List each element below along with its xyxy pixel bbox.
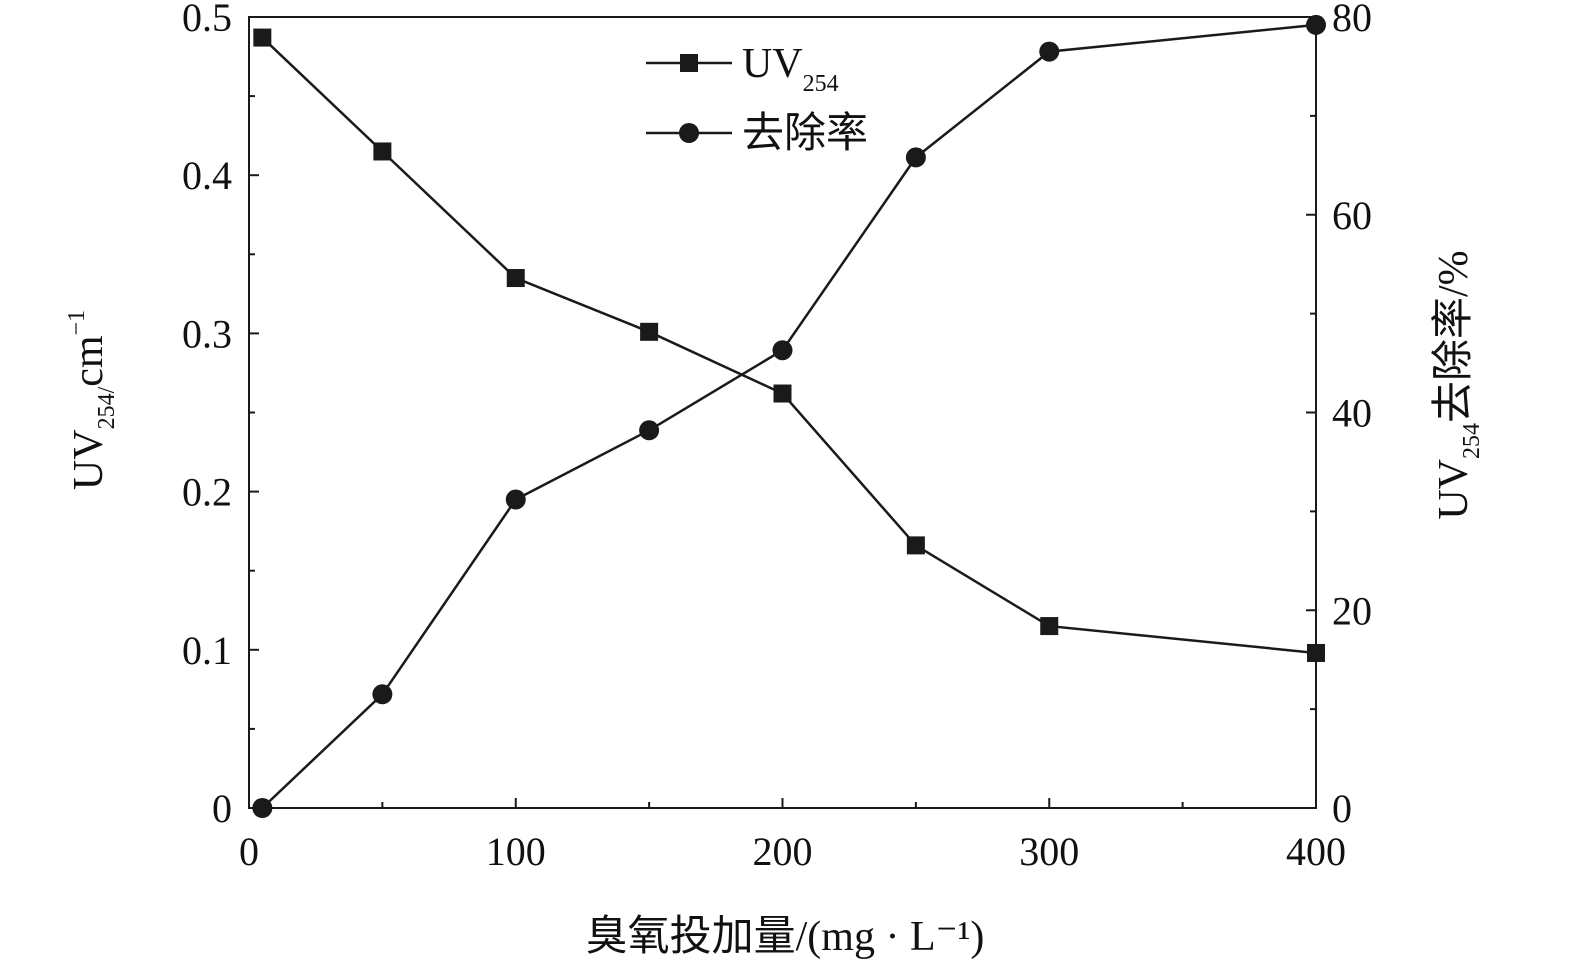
uv254-point [1040,617,1059,636]
x-axis-title: 臭氧投加量/(mg · L⁻¹) [586,914,985,960]
legend-uv254-label-sub: 254 [803,71,839,97]
right-y-axis-title-main: UV [1431,459,1477,520]
removal-rate-point [639,420,660,441]
removal-rate-point [772,340,793,361]
right-y-tick-label: 40 [1332,391,1372,436]
legend-removal-rate-marker [679,123,699,143]
removal-rate-point [372,684,393,705]
x-tick-label: 200 [753,829,813,874]
uv254-point [373,142,392,161]
left-y-tick-label: 0.2 [182,470,232,515]
right-y-tick-label: 60 [1332,193,1372,238]
x-tick-label: 0 [239,829,259,874]
left-y-axis-title: UV254/cm−1 [64,310,120,490]
left-y-axis-title-main: UV [66,429,112,490]
uv254-point [253,28,272,47]
legend: UV254 去除率 [646,41,868,157]
removal-rate-point [1306,14,1326,35]
left-y-tick-label: 0.5 [182,0,232,40]
legend-uv254-label: UV254 [742,41,839,97]
left-y-axis: 0 0.1 0.2 0.3 0.4 0.5 [182,0,259,831]
x-tick-label: 100 [486,829,546,874]
uv254-point [906,536,925,555]
legend-removal-rate-label: 去除率 [742,110,868,157]
legend-uv254-label-main: UV [742,41,803,87]
x-axis: 0 100 200 300 400 [239,798,1346,874]
right-y-axis-title-sub: 254 [1459,423,1485,459]
left-y-axis-title-sub: 254/ [94,386,120,429]
left-y-axis-title-sup: −1 [64,310,90,336]
removal-rate-series-line [261,23,1317,809]
right-y-axis-title: UV254去除率/% [1430,250,1485,519]
x-tick-label: 300 [1019,829,1079,874]
uv254-point [1307,643,1325,662]
right-y-axis-title-rest: 去除率/% [1430,250,1477,423]
uv254-point [773,384,792,403]
series-layer [252,14,1326,818]
removal-rate-point [905,147,926,168]
left-y-tick-label: 0.3 [182,311,232,356]
legend-uv254-marker [680,54,698,72]
left-y-tick-label: 0 [212,786,232,831]
left-y-tick-label: 0.4 [182,153,232,198]
uv254-point [506,269,525,288]
left-y-axis-title-unit: cm [66,335,112,387]
removal-rate-point [505,489,526,510]
right-y-tick-label: 20 [1332,588,1372,633]
left-y-tick-label: 0.1 [182,628,232,673]
removal-rate-point [1039,41,1060,62]
right-y-axis: 0 20 40 60 80 [1306,0,1372,831]
removal-rate-point [252,798,273,818]
x-tick-label: 400 [1286,829,1346,874]
uv254-series-line [261,36,1317,655]
right-y-tick-label: 0 [1332,786,1352,831]
uv254-point [640,322,659,341]
right-y-tick-label: 80 [1332,0,1372,40]
